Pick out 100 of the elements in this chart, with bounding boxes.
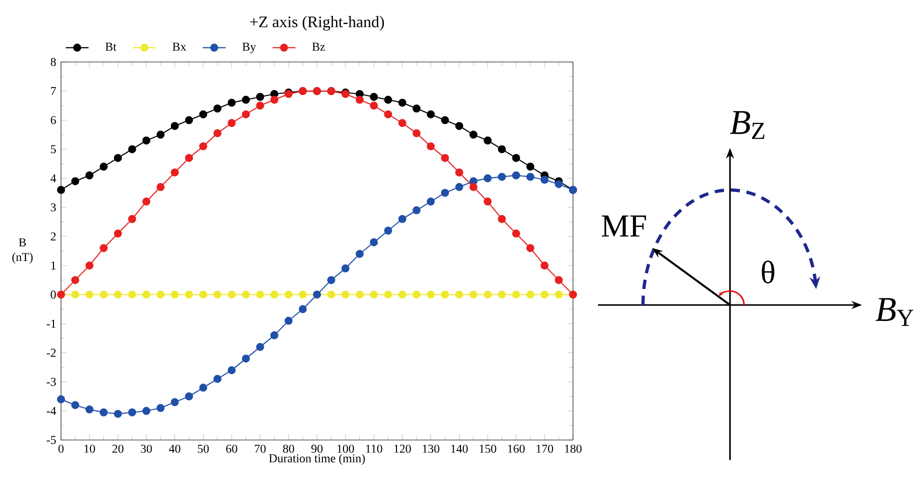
- point: [327, 276, 336, 284]
- point: [270, 290, 278, 299]
- x-tick-label: 110: [366, 444, 382, 453]
- point: [512, 171, 520, 180]
- point: [142, 198, 150, 206]
- y-tick-label: -3: [46, 378, 56, 386]
- point: [85, 405, 94, 414]
- y-tick-label: 6: [50, 116, 56, 124]
- point: [100, 244, 108, 252]
- x-tick-label: 0: [58, 444, 64, 453]
- point: [298, 290, 307, 299]
- point: [142, 136, 150, 144]
- y-tick-label: 5: [50, 145, 56, 154]
- point: [426, 142, 435, 150]
- point: [441, 116, 450, 124]
- point: [398, 98, 406, 107]
- point: [412, 104, 421, 113]
- point: [412, 206, 421, 214]
- point: [455, 122, 464, 130]
- point: [114, 154, 122, 162]
- point: [228, 119, 236, 128]
- point: [341, 290, 350, 299]
- point: [327, 290, 336, 299]
- y-tick-label: -1: [46, 320, 56, 328]
- x-tick-label: 100: [337, 444, 354, 453]
- point: [398, 290, 406, 299]
- point: [213, 129, 222, 138]
- point: [455, 168, 464, 176]
- point: [540, 176, 549, 184]
- point: [356, 250, 364, 258]
- point: [370, 92, 378, 101]
- point: [284, 316, 293, 325]
- point: [128, 215, 136, 224]
- point: [128, 408, 136, 416]
- text: B$_{Y}$: [876, 298, 914, 326]
- legend-label: By: [242, 42, 256, 54]
- point: [242, 96, 250, 104]
- point: [57, 395, 66, 404]
- point: [242, 110, 250, 118]
- y-tick-label: 1: [51, 262, 56, 270]
- point: [441, 188, 450, 197]
- point: [341, 264, 350, 272]
- y-tick-label: 4: [50, 174, 56, 182]
- point: [469, 290, 478, 299]
- point: [242, 354, 250, 363]
- point: [128, 145, 136, 154]
- point: [156, 183, 165, 192]
- point: [412, 290, 421, 299]
- x-tick-label: 160: [508, 444, 525, 453]
- point: [370, 102, 378, 110]
- x-tick-label: 90: [311, 444, 323, 453]
- point: [71, 177, 80, 186]
- point: [228, 366, 236, 374]
- point: [114, 290, 122, 299]
- point: [170, 168, 179, 176]
- point: [71, 290, 80, 299]
- point: [512, 290, 520, 299]
- point: [469, 130, 478, 139]
- point: [412, 129, 421, 138]
- point: [455, 290, 464, 299]
- legend-label: Bx: [172, 42, 186, 51]
- point: [256, 92, 264, 101]
- y-tick-label: -2: [46, 348, 56, 357]
- point: [156, 290, 165, 299]
- point: [384, 96, 392, 104]
- y-tick-label: -5: [46, 436, 56, 444]
- point: [469, 183, 478, 192]
- y-tick-label: 3: [50, 203, 56, 212]
- point: [128, 290, 136, 299]
- point: [441, 154, 450, 162]
- point: [484, 174, 492, 182]
- point: [199, 384, 208, 392]
- point: [185, 392, 194, 400]
- point: [512, 154, 520, 162]
- x-tick-label: 30: [140, 444, 152, 453]
- point: [526, 162, 534, 171]
- y-tick-label: -4: [46, 406, 56, 415]
- point: [498, 290, 506, 299]
- point: [370, 238, 378, 246]
- point: [270, 331, 278, 340]
- point: [484, 136, 492, 144]
- point: [100, 408, 108, 416]
- point: [398, 215, 406, 224]
- point: [57, 186, 66, 194]
- point: [384, 290, 392, 299]
- point: [512, 230, 520, 238]
- y-tick-label: 7: [51, 87, 56, 95]
- text: MF: [602, 216, 646, 236]
- point: [85, 171, 94, 180]
- point: [426, 110, 435, 118]
- x-tick-label: 150: [480, 444, 496, 453]
- point: [114, 230, 122, 238]
- x-tick-label: 10: [84, 444, 95, 453]
- x-tick-label: 130: [422, 444, 440, 453]
- point: [71, 401, 80, 410]
- text: θ: [762, 260, 774, 284]
- point: [398, 119, 406, 128]
- point: [426, 198, 435, 206]
- point: [370, 290, 378, 299]
- point: [100, 290, 108, 299]
